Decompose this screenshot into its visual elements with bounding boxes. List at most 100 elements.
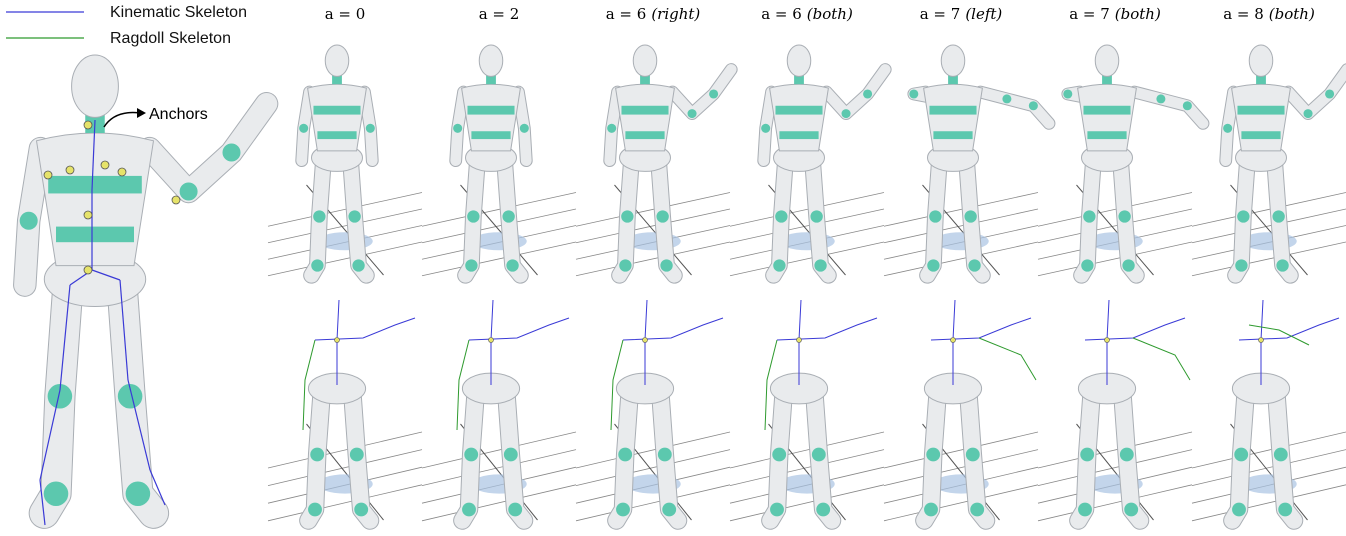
column-a: a = 7 xyxy=(920,5,961,23)
joint-band xyxy=(1028,101,1038,111)
floor-line xyxy=(421,431,577,469)
anchor xyxy=(83,210,93,220)
skeleton-bone xyxy=(764,339,778,431)
joint-band xyxy=(863,89,873,99)
head xyxy=(324,44,350,77)
floor-line xyxy=(1191,241,1346,277)
skeleton-bone xyxy=(314,317,416,341)
limb xyxy=(107,274,169,528)
anchor xyxy=(1258,337,1264,343)
skeleton-bone xyxy=(978,337,1037,381)
floor-line xyxy=(1037,192,1193,227)
joint-band xyxy=(1122,259,1135,272)
neck xyxy=(1102,74,1112,85)
joint-band xyxy=(43,481,69,507)
limb xyxy=(805,155,836,283)
neck xyxy=(486,74,496,85)
anchor xyxy=(642,337,648,343)
joint-band xyxy=(1272,210,1285,223)
joint-band xyxy=(310,447,325,462)
joint-band xyxy=(773,259,786,272)
anchor xyxy=(83,120,93,130)
floor-line xyxy=(729,431,885,469)
torso xyxy=(307,83,367,152)
floor-line xyxy=(729,484,885,522)
skeleton-bone xyxy=(930,317,1032,341)
torso-band xyxy=(621,105,669,115)
joint-band xyxy=(926,447,941,462)
torso-band xyxy=(467,105,515,115)
joint-band xyxy=(348,210,361,223)
joint-band xyxy=(311,259,324,272)
floor-line xyxy=(575,431,731,469)
column-mode: (both) xyxy=(1115,5,1161,23)
torso xyxy=(35,132,155,267)
torso xyxy=(461,83,521,152)
joint-band xyxy=(1234,447,1249,462)
joint-band xyxy=(1118,210,1131,223)
anchor xyxy=(1104,337,1110,343)
floor-line xyxy=(729,208,885,244)
floor-line xyxy=(575,449,731,486)
joint-band xyxy=(508,502,523,517)
joint-band xyxy=(660,259,673,272)
torso-band xyxy=(1083,105,1131,115)
column: a = 7 (left) xyxy=(883,5,1056,530)
skeleton-bone xyxy=(610,339,624,431)
column-a: a = 2 xyxy=(479,5,520,23)
torso xyxy=(1077,83,1137,152)
limb xyxy=(821,64,891,119)
torso xyxy=(615,83,675,152)
joint-band xyxy=(968,259,981,272)
joint-band xyxy=(1124,502,1139,517)
joint-band xyxy=(503,447,518,462)
limb xyxy=(344,385,379,529)
joint-band xyxy=(927,259,940,272)
anchor xyxy=(334,337,340,343)
floor-line xyxy=(575,192,731,227)
joint-band xyxy=(709,89,719,99)
joint-band xyxy=(462,502,476,517)
column-label: a = 7 (left) xyxy=(920,5,1003,23)
anchor xyxy=(43,170,53,180)
floor-line xyxy=(1191,484,1346,522)
joint-band xyxy=(687,109,697,119)
joint-band xyxy=(1081,259,1094,272)
anchor xyxy=(100,160,110,170)
anchor xyxy=(796,337,802,343)
joint-band xyxy=(1235,259,1248,272)
skeleton-bone xyxy=(39,389,61,481)
torso-band xyxy=(471,131,511,140)
joint-band xyxy=(354,502,369,517)
neck xyxy=(1256,74,1266,85)
floor-line xyxy=(1191,208,1346,244)
limb xyxy=(1114,385,1149,529)
column-a: a = 6 xyxy=(606,5,647,23)
torso-band xyxy=(625,131,665,140)
joint-band xyxy=(1063,89,1073,99)
column: a = 7 (both) xyxy=(1037,5,1210,530)
torso-band xyxy=(1237,105,1285,115)
limb xyxy=(498,385,533,529)
skeleton-bone xyxy=(59,284,71,391)
torso-band xyxy=(933,131,973,140)
head xyxy=(940,44,966,77)
torso xyxy=(769,83,829,152)
floor-line xyxy=(421,484,577,522)
floor-line xyxy=(1191,192,1346,227)
head xyxy=(632,44,658,77)
floor-line xyxy=(1191,431,1346,469)
skeleton-bone xyxy=(91,119,96,191)
head xyxy=(1094,44,1120,77)
joint-band xyxy=(1278,502,1293,517)
floor-line xyxy=(729,241,885,277)
neck xyxy=(640,74,650,85)
joint-band xyxy=(299,123,309,133)
torso-band xyxy=(775,105,823,115)
torso-band xyxy=(1241,131,1281,140)
column-a: a = 0 xyxy=(325,5,366,23)
skeleton-bone xyxy=(39,479,46,526)
anchor xyxy=(171,195,181,205)
limb xyxy=(1283,64,1346,119)
